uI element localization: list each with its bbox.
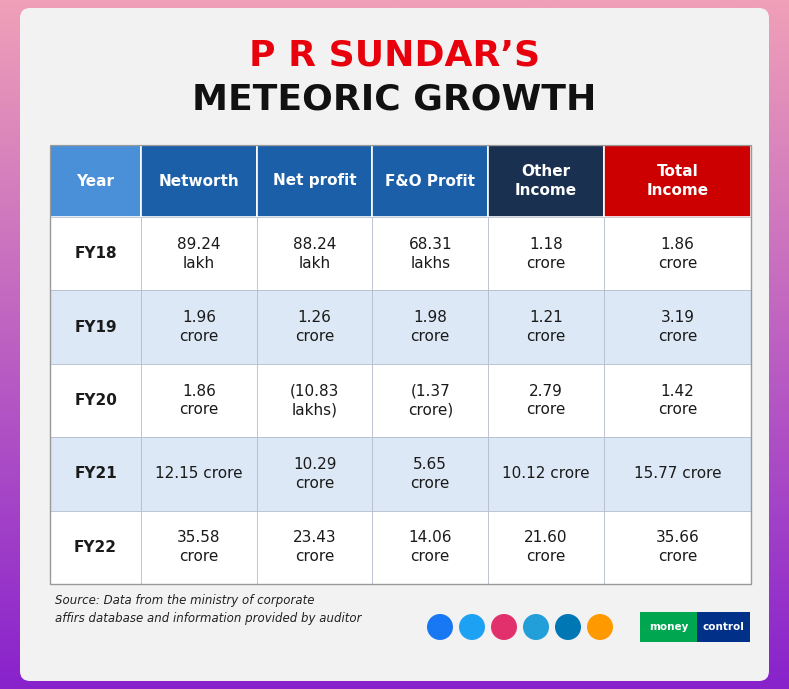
Circle shape	[587, 614, 613, 640]
Bar	[488, 145, 604, 217]
Bar	[372, 511, 488, 584]
FancyBboxPatch shape	[20, 8, 769, 681]
Text: F&O Profit: F&O Profit	[385, 174, 475, 189]
Text: 15.77 crore: 15.77 crore	[634, 466, 721, 482]
Text: FY21: FY21	[74, 466, 117, 482]
Bar	[256, 290, 372, 364]
Text: 88.24
lakh: 88.24 lakh	[293, 237, 336, 271]
Circle shape	[491, 614, 517, 640]
Text: (10.83
lakhs): (10.83 lakhs)	[290, 384, 339, 418]
Bar	[697, 612, 750, 642]
Text: money: money	[649, 622, 688, 632]
Text: Networth: Networth	[159, 174, 239, 189]
Bar	[604, 290, 751, 364]
Bar	[604, 145, 751, 217]
Text: 1.86
crore: 1.86 crore	[179, 384, 219, 418]
Text: 1.26
crore: 1.26 crore	[295, 310, 335, 344]
Text: FY19: FY19	[74, 320, 117, 335]
Text: P R SUNDAR’S: P R SUNDAR’S	[249, 38, 540, 72]
Text: 21.60
crore: 21.60 crore	[524, 531, 568, 564]
Bar	[604, 511, 751, 584]
Text: FY18: FY18	[74, 246, 117, 261]
Text: Other
Income: Other Income	[515, 164, 577, 198]
Text: 10.12 crore: 10.12 crore	[502, 466, 589, 482]
Bar	[488, 290, 604, 364]
Bar	[50, 364, 141, 438]
Text: Net profit: Net profit	[273, 174, 357, 189]
Text: 1.21
crore: 1.21 crore	[526, 310, 566, 344]
Bar	[50, 511, 141, 584]
Text: 35.58
crore: 35.58 crore	[178, 531, 221, 564]
Circle shape	[459, 614, 485, 640]
Bar	[50, 145, 751, 584]
Bar	[604, 364, 751, 438]
Circle shape	[555, 614, 581, 640]
Bar	[372, 290, 488, 364]
Text: 1.98
crore: 1.98 crore	[410, 310, 450, 344]
Bar	[372, 217, 488, 290]
Bar	[141, 145, 256, 217]
Text: 89.24
lakh: 89.24 lakh	[178, 237, 221, 271]
Bar	[50, 217, 141, 290]
Bar	[604, 438, 751, 511]
Text: METEORIC GROWTH: METEORIC GROWTH	[193, 83, 596, 117]
Text: 10.29
crore: 10.29 crore	[293, 457, 336, 491]
Text: (1.37
crore): (1.37 crore)	[408, 384, 453, 418]
Text: 12.15 crore: 12.15 crore	[155, 466, 243, 482]
Text: FY22: FY22	[74, 539, 117, 555]
Bar	[141, 364, 256, 438]
Bar	[604, 217, 751, 290]
Text: Total
Income: Total Income	[646, 164, 709, 198]
Bar	[256, 511, 372, 584]
Text: Year: Year	[77, 174, 114, 189]
Bar	[488, 364, 604, 438]
Bar	[50, 438, 141, 511]
Text: 23.43
crore: 23.43 crore	[293, 531, 336, 564]
Text: 1.18
crore: 1.18 crore	[526, 237, 566, 271]
Bar	[256, 364, 372, 438]
Bar	[50, 290, 141, 364]
Circle shape	[523, 614, 549, 640]
Text: 3.19
crore: 3.19 crore	[658, 310, 697, 344]
Text: FY20: FY20	[74, 393, 117, 408]
Bar	[141, 217, 256, 290]
Text: Source: Data from the ministry of corporate
affirs database and information prov: Source: Data from the ministry of corpor…	[55, 594, 361, 625]
Text: 2.79
crore: 2.79 crore	[526, 384, 566, 418]
Bar	[372, 364, 488, 438]
Circle shape	[427, 614, 453, 640]
Text: 1.42
crore: 1.42 crore	[658, 384, 697, 418]
Text: 5.65
crore: 5.65 crore	[410, 457, 450, 491]
Text: 35.66
crore: 35.66 crore	[656, 531, 699, 564]
Text: 14.06
crore: 14.06 crore	[409, 531, 452, 564]
Bar	[256, 438, 372, 511]
Bar	[256, 145, 372, 217]
Bar	[141, 290, 256, 364]
Text: 68.31
lakhs: 68.31 lakhs	[409, 237, 452, 271]
Bar	[372, 145, 488, 217]
Bar	[141, 438, 256, 511]
Bar	[488, 438, 604, 511]
Bar	[488, 217, 604, 290]
Bar	[141, 511, 256, 584]
Text: 1.96
crore: 1.96 crore	[179, 310, 219, 344]
Text: 1.86
crore: 1.86 crore	[658, 237, 697, 271]
Bar	[488, 511, 604, 584]
Bar	[640, 612, 697, 642]
Bar	[372, 438, 488, 511]
Text: control: control	[703, 622, 745, 632]
Bar	[50, 145, 141, 217]
Bar	[256, 217, 372, 290]
